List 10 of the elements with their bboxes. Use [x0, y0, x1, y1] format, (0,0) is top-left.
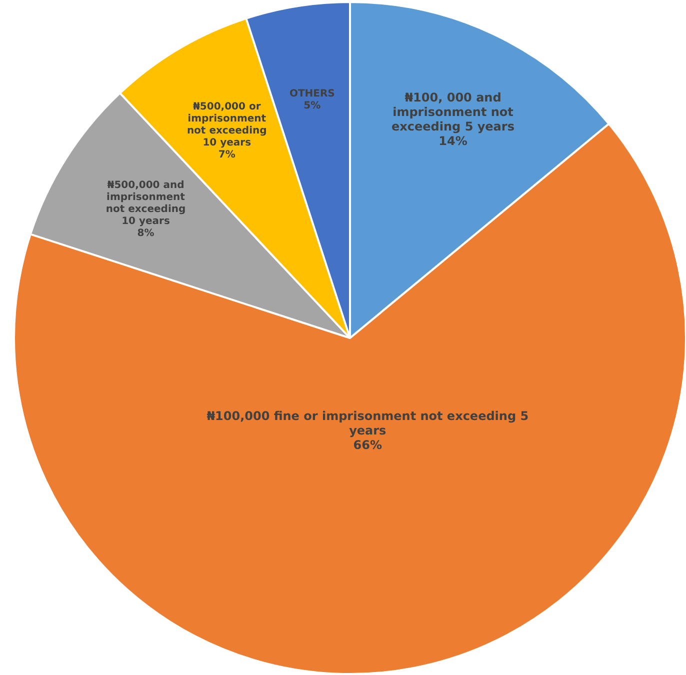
slice-label: ₦100,000 fine or imprisonment not exceeding 5 years	[206, 409, 529, 438]
data-label: 5%	[304, 100, 321, 112]
data-label: 7%	[218, 149, 236, 160]
data-label: 8%	[137, 228, 154, 239]
slice-label: OTHERS	[289, 88, 335, 100]
data-label: 66%	[353, 438, 382, 452]
slice-label: ₦500,000 or imprisonment not exceeding 10 years	[186, 101, 267, 148]
data-label: 14%	[438, 134, 468, 148]
slice-label: ₦100, 000 and imprisonment not exceeding 5 years	[392, 90, 514, 134]
slice-label: ₦500,000 and imprisonment not exceeding 10 years	[106, 180, 186, 227]
